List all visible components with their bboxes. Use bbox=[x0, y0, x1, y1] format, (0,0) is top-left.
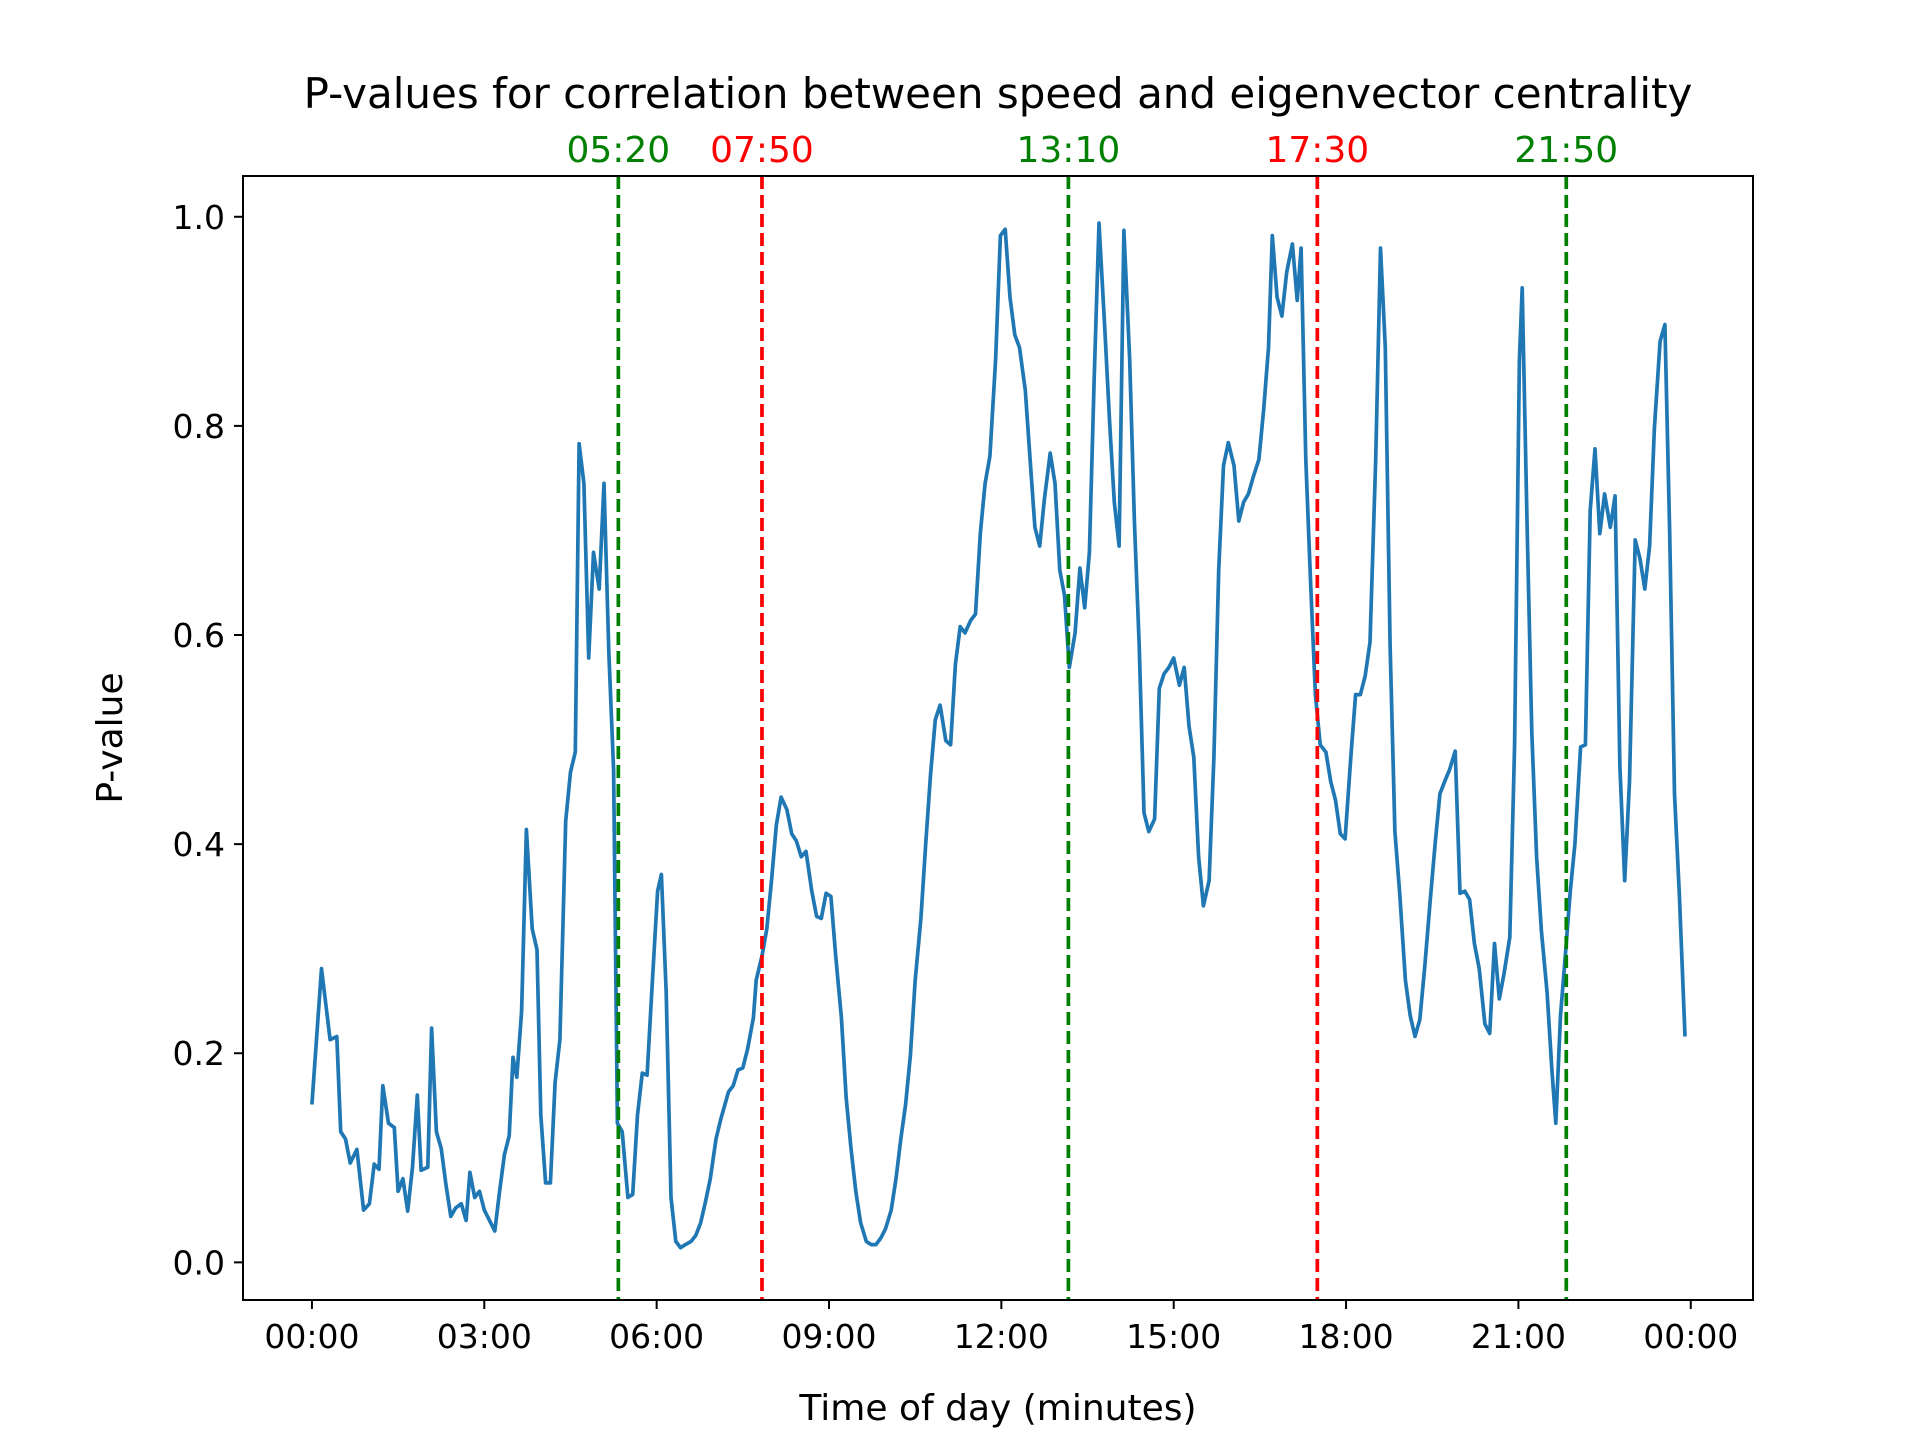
y-tick-label: 0.6 bbox=[173, 616, 225, 655]
y-tick-label: 0.8 bbox=[173, 407, 225, 446]
reference-label: 13:10 bbox=[1017, 130, 1121, 171]
x-tick-label: 21:00 bbox=[1471, 1317, 1566, 1356]
y-tick-label: 1.0 bbox=[173, 198, 225, 237]
reference-label: 17:30 bbox=[1265, 130, 1369, 171]
x-tick-label: 00:00 bbox=[264, 1317, 359, 1356]
reference-label: 21:50 bbox=[1514, 130, 1618, 171]
chart-title: P-values for correlation between speed a… bbox=[304, 69, 1693, 118]
x-tick-label: 00:00 bbox=[1643, 1317, 1738, 1356]
x-tick-label: 03:00 bbox=[437, 1317, 532, 1356]
data-line bbox=[310, 221, 1687, 1250]
x-tick-label: 15:00 bbox=[1126, 1317, 1221, 1356]
y-tick-label: 0.4 bbox=[173, 825, 225, 864]
reference-label: 05:20 bbox=[566, 130, 670, 171]
x-axis-label: Time of day (minutes) bbox=[798, 1388, 1196, 1429]
y-axis-label: P-value bbox=[90, 672, 131, 803]
x-tick-label: 18:00 bbox=[1299, 1317, 1394, 1356]
x-tick-label: 12:00 bbox=[954, 1317, 1049, 1356]
plot-frame bbox=[242, 175, 1754, 1301]
y-tick-label: 0.2 bbox=[173, 1034, 225, 1073]
x-tick-label: 09:00 bbox=[781, 1317, 876, 1356]
x-tick-label: 06:00 bbox=[609, 1317, 704, 1356]
reference-label: 07:50 bbox=[710, 130, 814, 171]
y-tick-label: 0.0 bbox=[173, 1243, 225, 1282]
